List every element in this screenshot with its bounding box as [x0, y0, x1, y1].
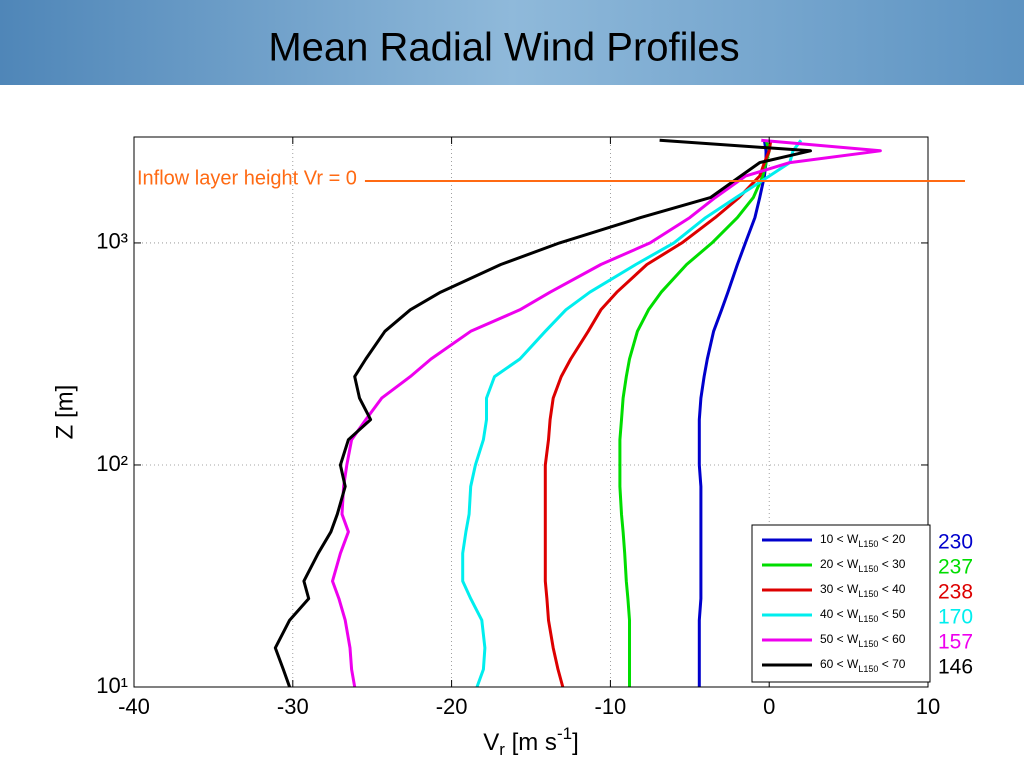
- annotation-label: Inflow layer height Vr = 0: [137, 167, 357, 189]
- legend-label: 20 < WL150 < 30: [820, 557, 906, 574]
- legend-label: 50 < WL150 < 60: [820, 632, 906, 649]
- legend-count: 237: [938, 556, 973, 579]
- profile-line: [697, 140, 768, 687]
- profile-line: [331, 138, 882, 688]
- x-axis-label: Vr [m s-1]: [483, 724, 578, 759]
- x-tick-label: -20: [436, 694, 468, 719]
- legend-label: 40 < WL150 < 50: [820, 607, 906, 624]
- profile-line: [461, 139, 803, 688]
- chart-title: Mean Radial Wind Profiles: [268, 26, 739, 70]
- lines: [273, 138, 882, 688]
- y-axis-label: Z [m]: [51, 385, 78, 440]
- x-tick-label: 0: [763, 694, 775, 719]
- x-tick-label: -10: [595, 694, 627, 719]
- legend-count: 146: [938, 656, 973, 679]
- legend-label: 10 < WL150 < 20: [820, 532, 906, 549]
- legend-label: 30 < WL150 < 40: [820, 582, 906, 599]
- profile-line: [543, 140, 773, 688]
- x-tick-label: -30: [277, 694, 309, 719]
- axes: -40 -30 -20 -10 0 10 10¹ 10² 10³: [96, 137, 940, 719]
- legend: 10 < WL150 < 20 20 < WL150 < 30 30 < WL150…: [762, 532, 906, 674]
- x-tick-label: -40: [118, 694, 150, 719]
- y-tick-label: 10³: [96, 229, 128, 254]
- legend-box: [751, 524, 931, 683]
- header-band: [0, 0, 1024, 85]
- profile-line: [618, 139, 771, 687]
- plot-frame: [133, 136, 929, 688]
- legend-count: 238: [938, 581, 973, 604]
- legend-label: 60 < WL150 < 70: [820, 657, 906, 674]
- legend-count: 170: [938, 606, 973, 629]
- x-tick-label: 10: [916, 694, 940, 719]
- y-tick-label: 10¹: [96, 673, 128, 698]
- profile-line: [273, 138, 812, 688]
- legend-count: 230: [938, 531, 973, 554]
- legend-count: 157: [938, 631, 973, 654]
- y-tick-label: 10²: [96, 451, 128, 476]
